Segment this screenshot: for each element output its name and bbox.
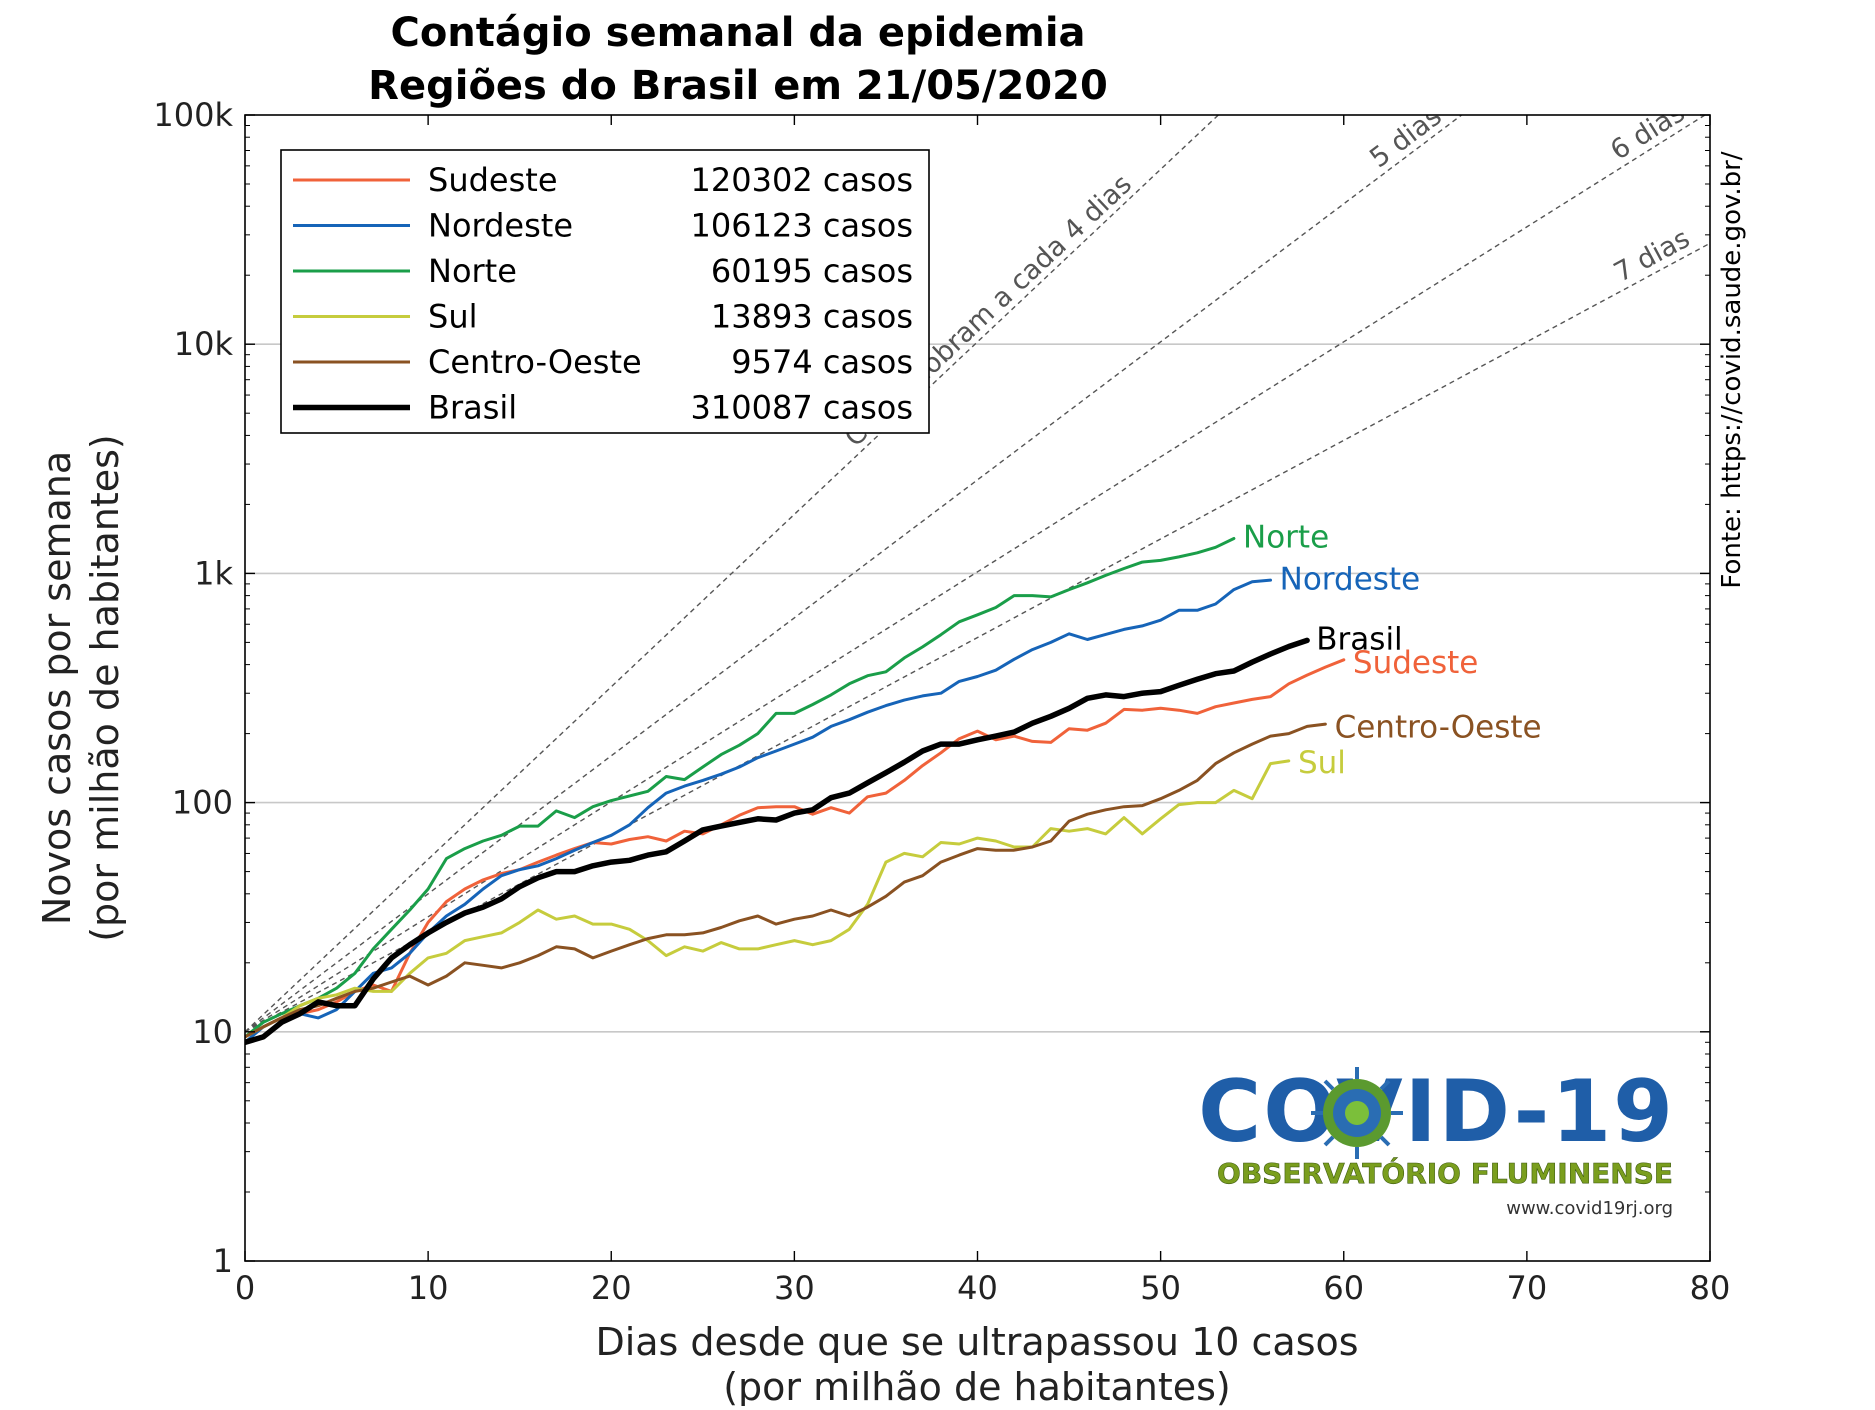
- end-label-brasil: Brasil: [1316, 621, 1402, 657]
- series-line-brasil: [245, 637, 1310, 1046]
- series-line-norte: [245, 537, 1236, 1039]
- y-tick-label: 100k: [153, 96, 233, 134]
- legend-name: Sudeste: [428, 161, 558, 199]
- x-tick-label: 80: [1690, 1269, 1731, 1307]
- y-tick-label: 10: [192, 1013, 233, 1051]
- x-axis-label-line-1: Dias desde que se ultrapassou 10 casos: [595, 1320, 1358, 1364]
- legend-value: 106123 casos: [691, 207, 913, 245]
- x-tick-label: 50: [1140, 1269, 1181, 1307]
- x-tick-label: 60: [1323, 1269, 1364, 1307]
- chart-title-line-1: Contágio semanal da epidemia: [390, 10, 1085, 56]
- legend: Sudeste 120302 casos Nordeste 106123 casos N…: [280, 149, 930, 434]
- series-line-sudeste: [245, 658, 1346, 1039]
- legend-value: 13893 casos: [711, 298, 913, 336]
- legend-value: 60195 casos: [711, 252, 913, 290]
- x-tick-label: 30: [774, 1269, 815, 1307]
- reference-line: [245, 242, 1710, 1033]
- legend-box: [280, 149, 930, 434]
- end-label-sudeste: Sudeste: [1353, 645, 1478, 681]
- series-layer: [245, 537, 1346, 1046]
- x-tick-label: 0: [235, 1269, 255, 1307]
- covid19-logo: COVID-19 OBSERVATÓRIO FLUMINENSE www.cov…: [1198, 1062, 1675, 1219]
- end-label-norte: Norte: [1243, 519, 1329, 555]
- reference-line: [245, 115, 1463, 1033]
- y-tick-label: 10k: [174, 325, 234, 363]
- legend-name: Nordeste: [428, 207, 573, 245]
- chart-title-line-2: Regiões do Brasil em 21/05/2020: [368, 63, 1108, 109]
- virus-icon: [1311, 1067, 1403, 1159]
- x-tick-label: 10: [408, 1269, 449, 1307]
- series-line-sul: [245, 759, 1291, 1039]
- y-axis-label-line-1: Novos casos por semana: [35, 451, 79, 925]
- series-line-nordeste: [245, 578, 1272, 1044]
- end-label-centro-oeste: Centro-Oeste: [1335, 709, 1542, 745]
- y-tick-label: 100: [172, 784, 233, 822]
- legend-name: Norte: [428, 252, 517, 290]
- source-text: Fonte: https://covid.saude.gov.br/: [1717, 151, 1747, 588]
- x-tick-label: 40: [957, 1269, 998, 1307]
- y-tick-label: 1k: [194, 554, 233, 592]
- end-label-nordeste: Nordeste: [1280, 562, 1420, 598]
- x-tick-label: 70: [1507, 1269, 1548, 1307]
- end-label-sul: Sul: [1298, 745, 1346, 781]
- legend-name: Centro-Oeste: [428, 343, 642, 381]
- x-axis-label-line-2: (por milhão de habitantes): [723, 1365, 1231, 1406]
- legend-value: 9574 casos: [731, 343, 913, 381]
- logo-url: www.covid19rj.org: [1506, 1198, 1673, 1219]
- reference-line: [245, 115, 1219, 1033]
- x-tick-label: 20: [591, 1269, 632, 1307]
- logo-title: COVID-19: [1198, 1062, 1675, 1162]
- legend-name: Sul: [428, 298, 477, 336]
- logo-subtitle: OBSERVATÓRIO FLUMINENSE: [1217, 1156, 1673, 1190]
- series-line-centro-oeste: [245, 722, 1327, 1039]
- ticks-layer: 0 10 20 30 40 50 60 70 80 1 10 100 1k 10k 100k: [153, 96, 1730, 1307]
- legend-value: 310087 casos: [691, 389, 913, 427]
- legend-value: 120302 casos: [691, 161, 913, 199]
- y-axis-label-line-2: (por milhão de habitantes): [83, 434, 127, 942]
- legend-name: Brasil: [428, 389, 517, 427]
- y-tick-label: 1: [213, 1242, 233, 1280]
